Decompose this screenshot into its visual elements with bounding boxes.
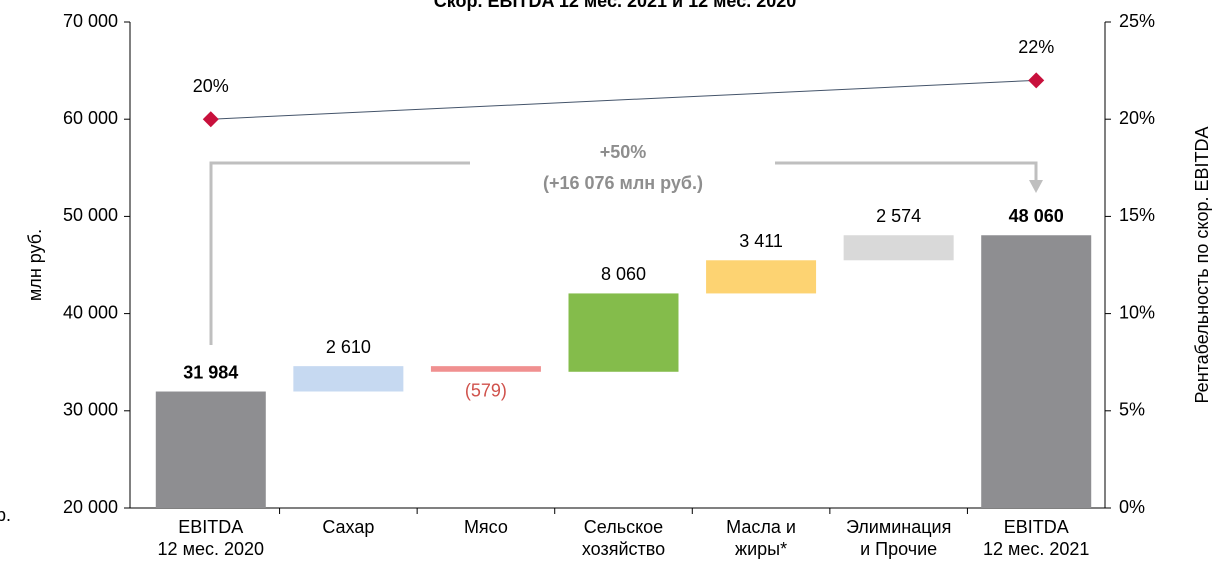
value-label: (579) <box>465 381 507 401</box>
y2-axis-label: Рентабельность по скор. EBITDA <box>1192 126 1212 403</box>
bracket-arrow <box>1029 180 1043 193</box>
chart-title: Скор. EBITDA 12 мес. 2021 и 12 мес. 2020 <box>434 0 797 11</box>
y-tick-label: 30 000 <box>63 400 118 420</box>
x-tick-label: Масла и <box>726 517 796 537</box>
x-tick-label: Сельское <box>584 517 663 537</box>
value-label: 48 060 <box>1009 206 1064 226</box>
margin-point <box>202 111 219 128</box>
value-label: 2 610 <box>326 337 371 357</box>
margin-label: 20% <box>193 76 229 96</box>
margin-label: 22% <box>1018 37 1054 57</box>
x-tick-label: Элиминация <box>846 517 951 537</box>
y2-tick-label: 15% <box>1119 205 1155 225</box>
value-label: 3 411 <box>739 231 783 251</box>
y2-tick-label: 20% <box>1119 108 1155 128</box>
bracket-left <box>209 161 470 345</box>
bar <box>981 235 1092 508</box>
x-tick-label: 12 мес. 2020 <box>158 539 264 559</box>
x-tick-label: хозяйство <box>582 539 665 559</box>
x-tick-label: EBITDA <box>1004 517 1069 537</box>
bar <box>706 260 817 294</box>
note: р. <box>0 505 11 525</box>
bar <box>430 366 541 372</box>
x-tick-label: и Прочие <box>860 539 937 559</box>
bar <box>155 391 266 508</box>
bracket-right <box>775 161 1038 182</box>
bar <box>293 366 404 392</box>
margin-point <box>1028 72 1045 89</box>
value-label: 31 984 <box>183 362 238 382</box>
y-tick-label: 40 000 <box>63 302 118 322</box>
annotation: (+16 076 млн руб.) <box>543 173 703 193</box>
bracket <box>209 161 1038 345</box>
x-tick-label: EBITDA <box>178 517 243 537</box>
y2-tick-label: 0% <box>1119 497 1145 517</box>
y-tick-label: 20 000 <box>63 497 118 517</box>
y2-tick-label: 5% <box>1119 400 1145 420</box>
value-label: 2 574 <box>876 206 921 226</box>
value-label: 8 060 <box>601 264 646 284</box>
x-tick-label: 12 мес. 2021 <box>983 539 1089 559</box>
x-tick-label: Мясо <box>464 517 508 537</box>
margin-line <box>210 79 1037 120</box>
y-tick-label: 60 000 <box>63 108 118 128</box>
x-tick-label: жиры* <box>735 539 787 559</box>
y-tick-label: 70 000 <box>63 11 118 31</box>
y-axis-label: млн руб. <box>25 229 45 301</box>
y2-tick-label: 25% <box>1119 11 1155 31</box>
bar <box>843 235 954 261</box>
y2-tick-label: 10% <box>1119 302 1155 322</box>
annotation: +50% <box>600 142 647 162</box>
bar <box>568 293 679 372</box>
y-tick-label: 50 000 <box>63 205 118 225</box>
x-tick-label: Сахар <box>322 517 374 537</box>
